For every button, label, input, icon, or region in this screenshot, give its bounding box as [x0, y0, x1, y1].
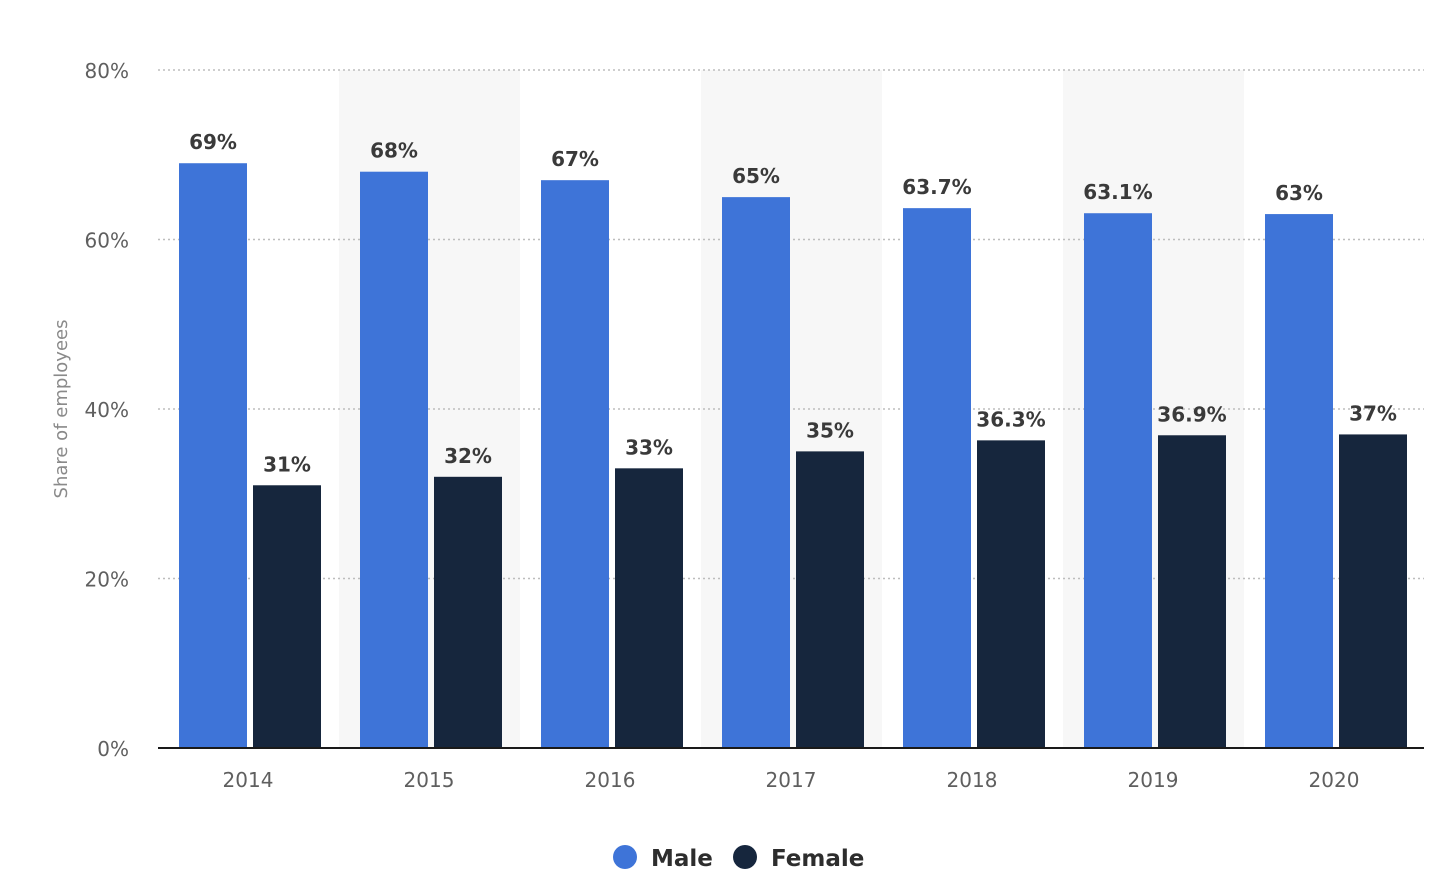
- bar-male: [1265, 214, 1333, 748]
- bars: [179, 163, 1407, 749]
- y-tick-label: 40%: [85, 398, 129, 422]
- data-label: 63%: [1275, 181, 1323, 205]
- bar-female: [1158, 435, 1226, 748]
- bar-male: [360, 171, 428, 748]
- y-tick-label: 0%: [97, 737, 129, 761]
- data-label: 33%: [625, 435, 673, 459]
- y-axis: 0% 20% 40% 60% 80%: [85, 59, 129, 761]
- data-labels: 69% 68% 67% 65% 63.7% 63.1% 63% 31% 32% 33% 35% 36.…: [189, 130, 1397, 476]
- legend-marker-female: [733, 845, 757, 869]
- data-label: 35%: [806, 418, 854, 442]
- data-label: 68%: [370, 139, 418, 163]
- bar-female: [977, 440, 1045, 748]
- x-tick-label: 2018: [947, 768, 998, 792]
- bar-male: [903, 208, 971, 748]
- legend-label-male: Male: [651, 846, 713, 872]
- data-label: 63.1%: [1083, 180, 1152, 204]
- y-tick-label: 20%: [85, 568, 129, 592]
- x-tick-label: 2017: [766, 768, 817, 792]
- x-axis: 2014 2015 2016 2017 2018 2019 2020: [158, 747, 1424, 792]
- bar-female: [615, 468, 683, 748]
- x-tick-label: 2014: [223, 768, 274, 792]
- x-tick-label: 2016: [585, 768, 636, 792]
- x-tick-label: 2020: [1309, 768, 1360, 792]
- y-tick-label: 80%: [85, 59, 129, 83]
- y-axis-title: Share of employees: [51, 320, 72, 499]
- data-label: 36.9%: [1157, 402, 1226, 426]
- data-label: 67%: [551, 147, 599, 171]
- data-label: 36.3%: [976, 407, 1045, 431]
- bar-female: [1339, 434, 1407, 748]
- data-label: 31%: [263, 452, 311, 476]
- legend-label-female: Female: [771, 846, 864, 872]
- y-tick-label: 60%: [85, 229, 129, 253]
- data-label: 69%: [189, 130, 237, 154]
- data-label: 65%: [732, 164, 780, 188]
- bar-male: [1084, 213, 1152, 749]
- bar-male: [722, 197, 790, 748]
- legend: Male Female: [613, 845, 864, 872]
- x-tick-label: 2019: [1128, 768, 1179, 792]
- bar-female: [434, 476, 502, 748]
- bar-female: [253, 485, 321, 748]
- bar-male: [541, 180, 609, 749]
- data-label: 63.7%: [902, 175, 971, 199]
- x-tick-label: 2015: [404, 768, 455, 792]
- bar-male: [179, 163, 247, 749]
- data-label: 37%: [1349, 401, 1397, 425]
- bar-female: [796, 451, 864, 748]
- data-label: 32%: [444, 444, 492, 468]
- legend-marker-male: [613, 845, 637, 869]
